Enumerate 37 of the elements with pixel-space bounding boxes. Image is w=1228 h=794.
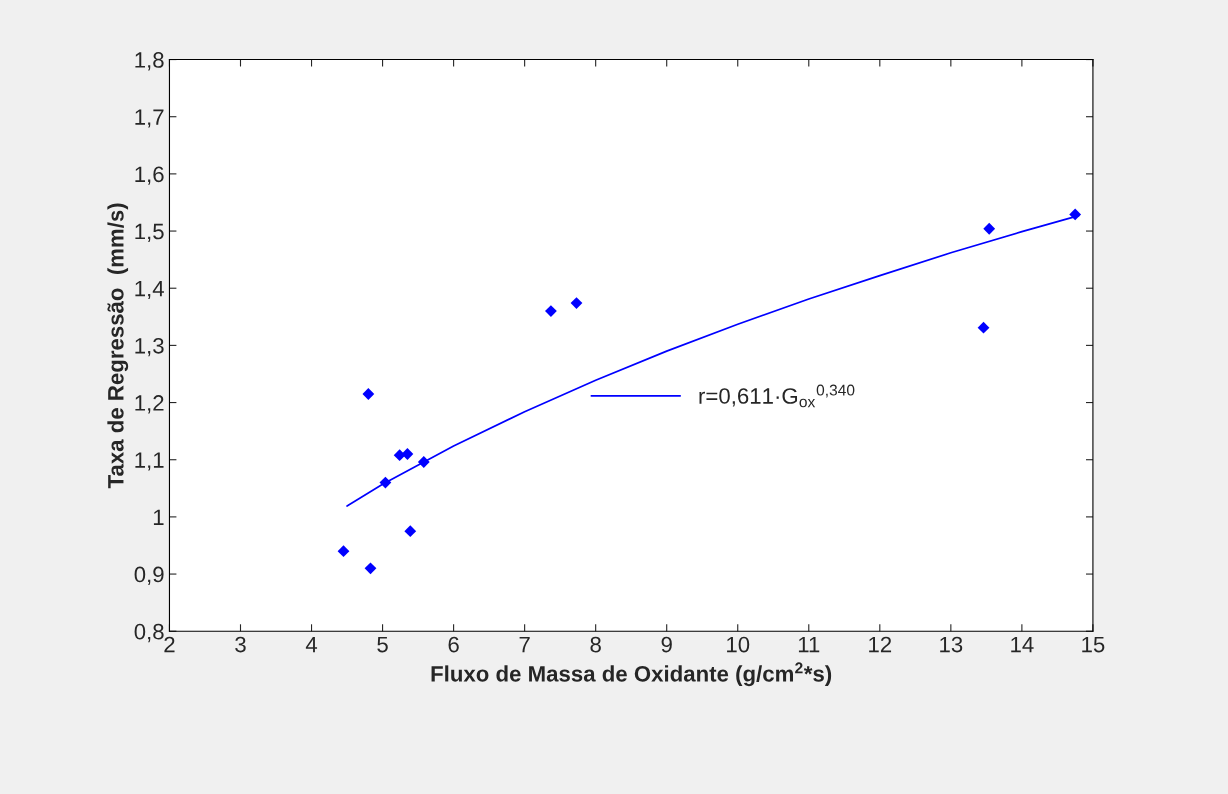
- x-tick-label: 3: [235, 636, 246, 653]
- y-tick-label: 1,3: [135, 337, 164, 357]
- x-axis-title: Fluxo de Massa de Oxidante (g/cm$^{2}$*s): [431, 662, 832, 687]
- x-tick-label: 6: [448, 636, 459, 653]
- point: [337, 545, 350, 558]
- y-tick-label: 1,6: [135, 166, 164, 185]
- x-tick-label: 9: [661, 636, 672, 653]
- x-tick-label: 13: [940, 636, 963, 653]
- x-tick-label: 2: [164, 636, 175, 653]
- point: [545, 305, 557, 317]
- point: [401, 448, 414, 460]
- x-tick-label: 5: [377, 636, 388, 653]
- y-tick-label: 0,9: [134, 566, 164, 585]
- x-tick-label: 10: [727, 636, 750, 653]
- point: [977, 321, 990, 334]
- x-tick-label: 8: [590, 636, 601, 653]
- point: [983, 222, 996, 235]
- point: [404, 525, 417, 538]
- y-tick-label: 1,8: [135, 52, 164, 71]
- x-tick-label: 14: [1011, 636, 1034, 653]
- point: [570, 297, 583, 309]
- point: [362, 388, 375, 400]
- y-tick-label: 1: [153, 509, 164, 525]
- y-tick-label: 1,4: [135, 280, 164, 300]
- y-tick-label: 1,2: [135, 395, 164, 414]
- y-tick-label: 1,7: [135, 109, 164, 128]
- x-tick-label: 12: [869, 636, 892, 653]
- x-tick-label: 15: [1082, 636, 1105, 653]
- legend-label: r=0,611·G$_{ox}$$^{0,340}$: [699, 384, 855, 408]
- y-tick-label: 0,8: [134, 623, 164, 643]
- point: [364, 562, 377, 575]
- y-axis-title: Taxa de Regressão (mm/s): [107, 203, 129, 489]
- x-tick-label: 4: [305, 636, 318, 653]
- y-tick-label: 1,5: [135, 223, 164, 242]
- x-tick-label: 7: [519, 636, 530, 653]
- x-tick-label: 11: [798, 636, 820, 653]
- y-tick-label: 1,1: [135, 452, 164, 471]
